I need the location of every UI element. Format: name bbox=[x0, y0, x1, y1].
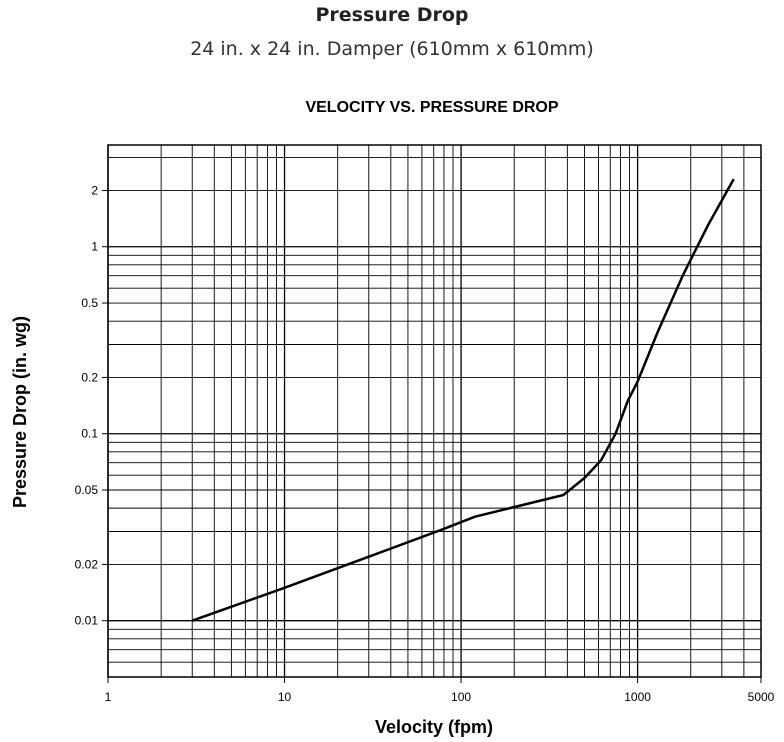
y-tick-label: 2 bbox=[91, 183, 98, 197]
y-tick-label: 0.02 bbox=[75, 557, 99, 571]
page-title: Pressure Drop bbox=[315, 4, 469, 26]
y-tick-label: 0.05 bbox=[75, 483, 99, 497]
y-axis-label: Pressure Drop (in. wg) bbox=[10, 316, 30, 508]
y-tick-label: 0.01 bbox=[75, 614, 99, 628]
x-tick-label: 1 bbox=[105, 690, 112, 704]
x-tick-label: 1000 bbox=[624, 690, 651, 704]
y-tick-label: 0.2 bbox=[81, 370, 98, 384]
chart-title: VELOCITY VS. PRESSURE DROP bbox=[305, 99, 558, 116]
tick-labels: 1 10 100 1000 5000 0.01 0.02 0.05 0.1 0.2 0.5 1 2 bbox=[75, 183, 775, 704]
y-tick-label: 0.5 bbox=[81, 296, 98, 310]
plot-frame bbox=[107, 144, 762, 678]
x-tick-label: 10 bbox=[278, 690, 292, 704]
x-axis-label: Velocity (fpm) bbox=[375, 717, 493, 737]
x-tick-label: 5000 bbox=[748, 690, 775, 704]
y-tick-label: 1 bbox=[91, 240, 98, 254]
series-line-pressure-drop bbox=[191, 178, 735, 622]
page-subtitle: 24 in. x 24 in. Damper (610mm x 610mm) bbox=[190, 38, 594, 60]
x-tick-label: 100 bbox=[451, 690, 471, 704]
grid-lines bbox=[107, 145, 762, 678]
y-tick-label: 0.1 bbox=[81, 427, 98, 441]
